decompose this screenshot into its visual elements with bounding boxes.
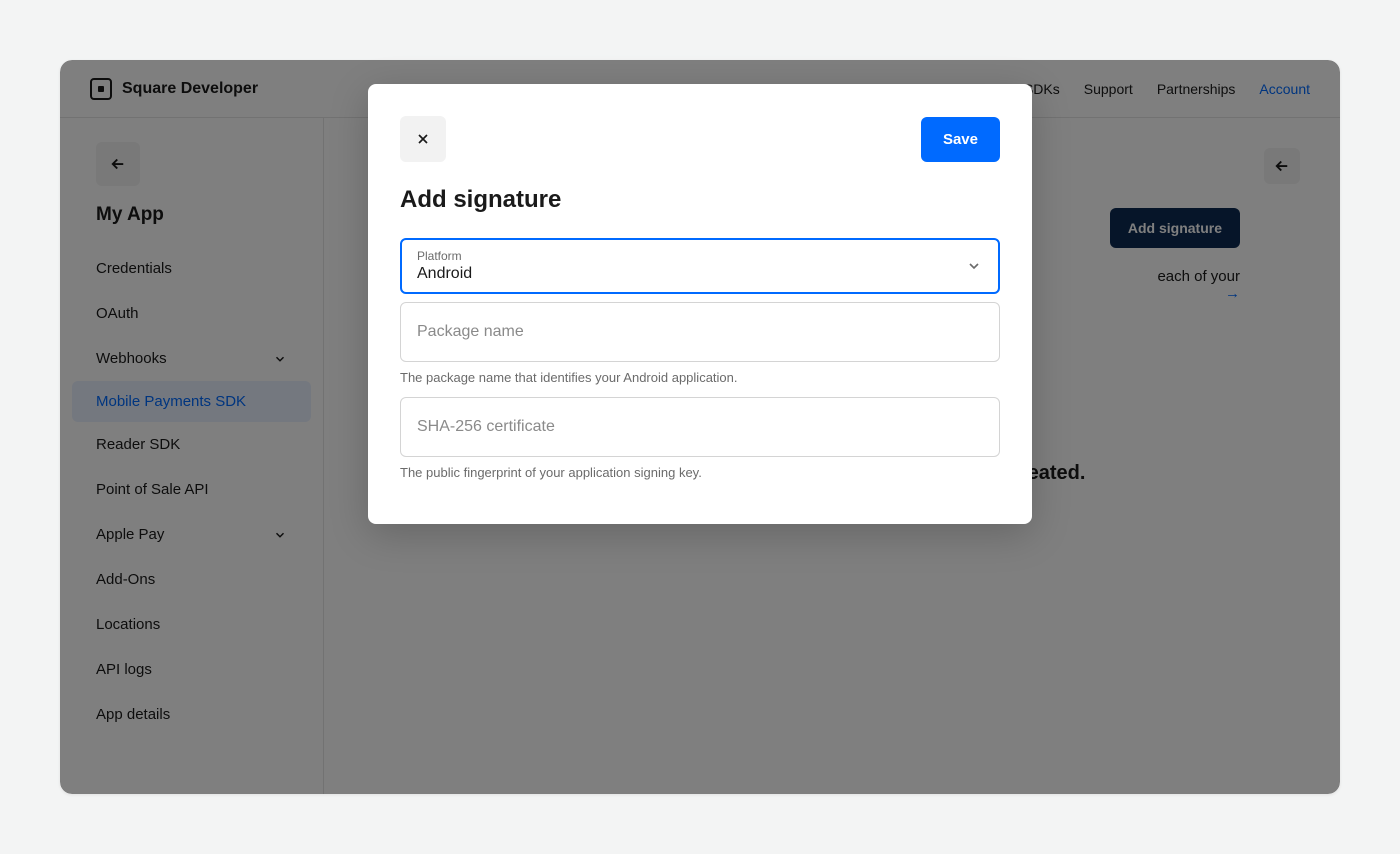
platform-value: Android [417,265,983,283]
package-helper-text: The package name that identifies your An… [400,370,1000,385]
chevron-down-icon [966,258,982,274]
platform-select[interactable]: Platform Android [400,238,1000,294]
close-icon [415,131,431,147]
package-name-input[interactable]: Package name [400,302,1000,362]
cert-helper-text: The public fingerprint of your applicati… [400,465,1000,480]
add-signature-modal: Save Add signature Platform Android Pack… [368,84,1032,524]
save-button[interactable]: Save [921,117,1000,162]
close-button[interactable] [400,116,446,162]
sha256-cert-input[interactable]: SHA-256 certificate [400,397,1000,457]
modal-header: Save [400,116,1000,162]
modal-title: Add signature [400,186,1000,214]
platform-label: Platform [417,249,983,263]
